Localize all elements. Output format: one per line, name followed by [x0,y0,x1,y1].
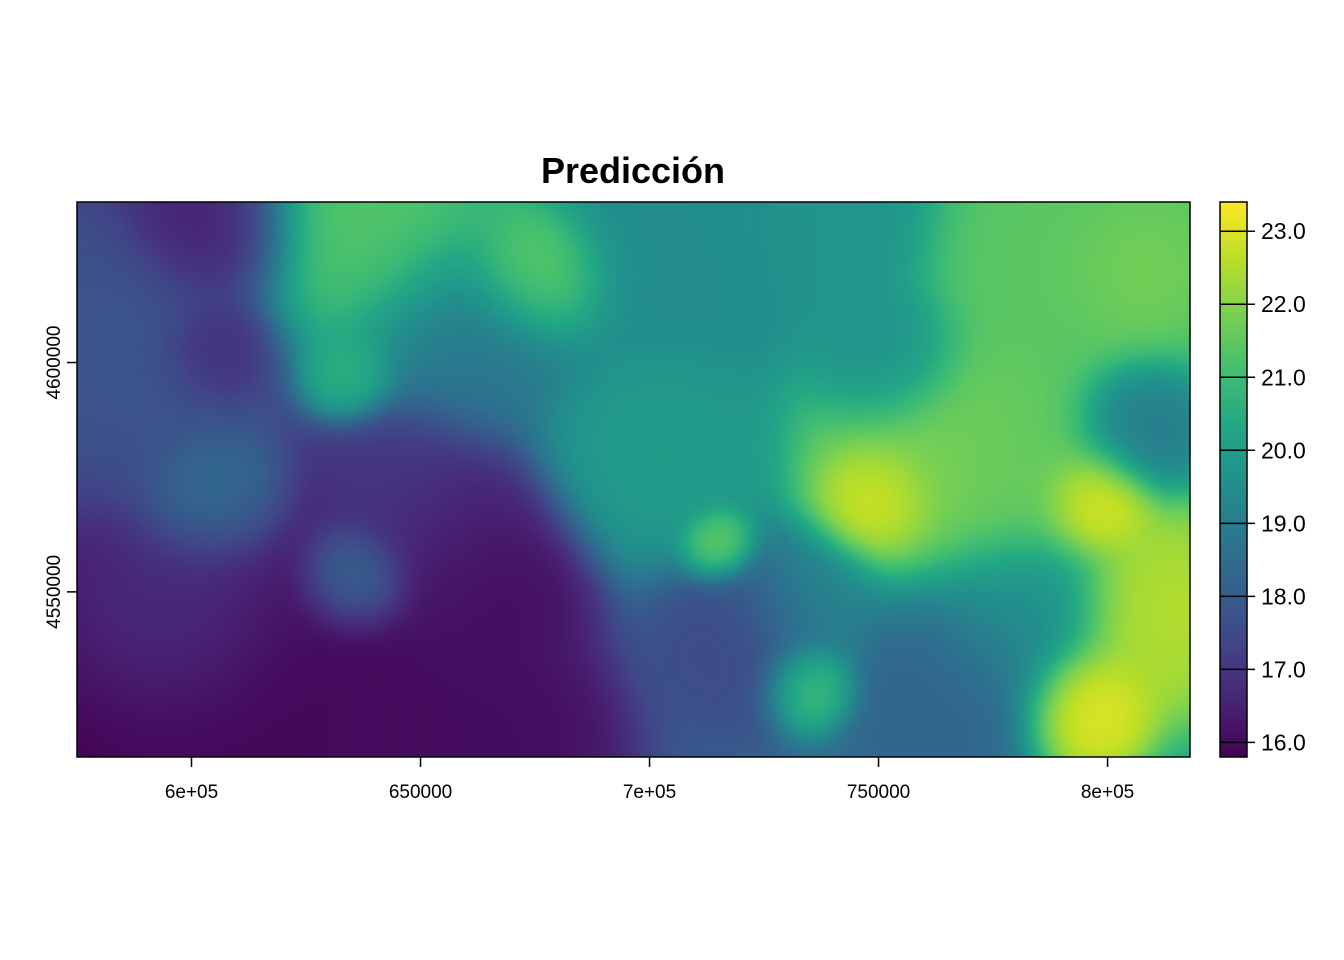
y-tick-label: 4600000 [44,326,65,400]
colorbar-tick-label: 17.0 [1261,656,1306,682]
x-tick-label: 750000 [847,782,910,803]
colorbar-tick-label: 21.0 [1261,364,1306,390]
colorbar-frame [1219,201,1248,758]
plot-frame [76,201,1191,758]
x-tick-label: 7e+05 [623,782,676,803]
y-tick-label: 4550000 [44,555,65,629]
colorbar-tick-label: 16.0 [1261,729,1306,755]
colorbar-ticks: 16.0 17.0 18.0 19.0 20.0 21.0 22.0 23.0 [1220,218,1306,755]
x-axis: 6e+05 650000 7e+05 750000 8e+05 [165,757,1134,803]
colorbar: 16.0 17.0 18.0 19.0 20.0 21.0 22.0 23.0 [1219,201,1306,758]
colorbar-tick-label: 18.0 [1261,583,1306,609]
colorbar-gradient [1220,202,1247,757]
colorbar-tick-label: 19.0 [1261,510,1306,536]
colorbar-tick-label: 22.0 [1261,291,1306,317]
chart-title: Predicción [541,150,725,191]
y-axis: 4550000 4600000 [44,326,77,629]
heatmap-raster [77,202,1190,757]
x-tick-label: 6e+05 [165,782,218,803]
x-tick-label: 8e+05 [1081,782,1134,803]
x-tick-label: 650000 [389,782,452,803]
colorbar-tick-label: 23.0 [1261,218,1306,244]
colorbar-tick-label: 20.0 [1261,437,1306,463]
